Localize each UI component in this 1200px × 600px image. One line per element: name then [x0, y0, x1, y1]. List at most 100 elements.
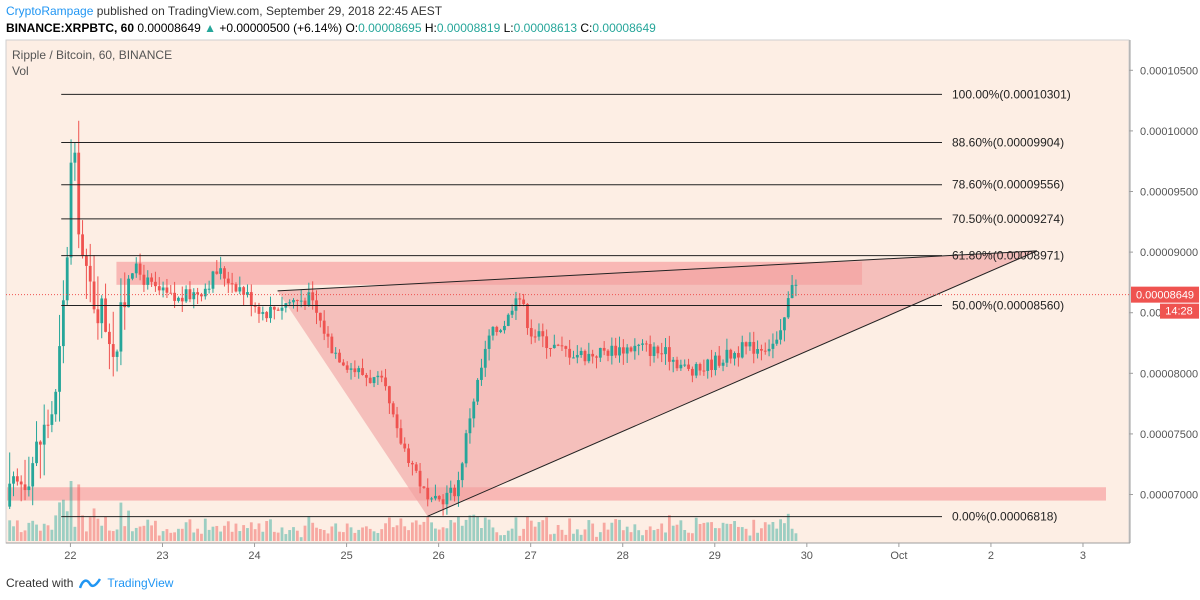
- candle[interactable]: [721, 362, 725, 366]
- candle[interactable]: [307, 292, 311, 306]
- candle[interactable]: [560, 345, 564, 347]
- candle[interactable]: [207, 288, 211, 290]
- candle[interactable]: [249, 292, 253, 306]
- candle[interactable]: [621, 347, 625, 354]
- candle[interactable]: [288, 302, 292, 304]
- candle[interactable]: [257, 306, 261, 314]
- candle[interactable]: [748, 341, 752, 347]
- candle[interactable]: [410, 463, 414, 465]
- candle[interactable]: [58, 346, 61, 392]
- candle[interactable]: [702, 370, 706, 372]
- candle[interactable]: [31, 463, 35, 487]
- candle[interactable]: [549, 348, 552, 350]
- candle[interactable]: [391, 403, 395, 415]
- candle[interactable]: [330, 336, 334, 354]
- candle[interactable]: [200, 294, 203, 297]
- candle[interactable]: [664, 347, 667, 355]
- candle[interactable]: [341, 362, 345, 366]
- candle[interactable]: [491, 326, 495, 336]
- candle[interactable]: [760, 349, 763, 351]
- candle[interactable]: [69, 162, 73, 258]
- candle[interactable]: [180, 297, 184, 302]
- candle[interactable]: [464, 433, 468, 464]
- candle[interactable]: [299, 300, 303, 302]
- candle[interactable]: [269, 306, 272, 319]
- candle[interactable]: [445, 492, 449, 505]
- candle[interactable]: [322, 320, 326, 334]
- candle[interactable]: [472, 401, 476, 419]
- candle[interactable]: [499, 330, 503, 333]
- candle[interactable]: [119, 302, 123, 352]
- candle[interactable]: [8, 483, 12, 507]
- candle[interactable]: [38, 441, 42, 445]
- candle[interactable]: [81, 234, 84, 256]
- candle[interactable]: [349, 368, 353, 370]
- candle[interactable]: [660, 353, 664, 355]
- candle[interactable]: [614, 345, 618, 356]
- candle[interactable]: [583, 350, 587, 362]
- candle[interactable]: [483, 348, 487, 368]
- candle[interactable]: [457, 480, 460, 497]
- candle[interactable]: [476, 379, 479, 402]
- candle[interactable]: [372, 377, 376, 384]
- candle[interactable]: [326, 333, 330, 337]
- candle[interactable]: [771, 343, 775, 349]
- candle[interactable]: [265, 312, 269, 319]
- candle[interactable]: [150, 277, 153, 282]
- candle[interactable]: [230, 283, 234, 285]
- candle[interactable]: [238, 287, 242, 292]
- candle[interactable]: [763, 350, 767, 352]
- candle[interactable]: [215, 271, 219, 274]
- candle[interactable]: [73, 152, 77, 163]
- candle[interactable]: [192, 292, 196, 300]
- candle[interactable]: [384, 377, 387, 387]
- candle[interactable]: [414, 464, 418, 471]
- candle[interactable]: [679, 364, 683, 369]
- candle[interactable]: [752, 341, 756, 354]
- candle[interactable]: [108, 331, 111, 345]
- tradingview-link[interactable]: TradingView: [107, 576, 174, 590]
- candle[interactable]: [656, 346, 660, 354]
- candle[interactable]: [744, 342, 748, 347]
- candle[interactable]: [345, 365, 349, 370]
- candle[interactable]: [23, 484, 27, 491]
- candle[interactable]: [756, 349, 759, 354]
- candle[interactable]: [598, 347, 602, 358]
- candle[interactable]: [522, 299, 526, 304]
- candle[interactable]: [223, 268, 226, 279]
- candle[interactable]: [395, 414, 399, 429]
- candle[interactable]: [729, 349, 733, 359]
- candle[interactable]: [514, 298, 518, 311]
- candle[interactable]: [786, 298, 790, 318]
- candle[interactable]: [422, 486, 426, 488]
- candle[interactable]: [710, 359, 713, 371]
- candle[interactable]: [652, 346, 656, 356]
- candle[interactable]: [575, 354, 579, 358]
- candle[interactable]: [315, 300, 318, 313]
- candle[interactable]: [733, 352, 736, 359]
- candle[interactable]: [77, 152, 81, 235]
- candle[interactable]: [157, 286, 161, 291]
- candle[interactable]: [687, 364, 690, 369]
- candle[interactable]: [625, 347, 629, 354]
- candle[interactable]: [675, 359, 679, 369]
- candle[interactable]: [184, 289, 188, 302]
- candle[interactable]: [783, 317, 786, 331]
- candle[interactable]: [453, 487, 456, 497]
- candle[interactable]: [606, 350, 610, 356]
- candle[interactable]: [246, 292, 249, 295]
- candle[interactable]: [88, 265, 92, 282]
- candle[interactable]: [380, 375, 384, 378]
- candle[interactable]: [19, 481, 23, 485]
- candle[interactable]: [779, 330, 782, 340]
- candle[interactable]: [211, 271, 215, 289]
- candle[interactable]: [541, 331, 545, 337]
- candle[interactable]: [61, 300, 65, 347]
- candle[interactable]: [399, 428, 403, 444]
- candle[interactable]: [683, 364, 687, 366]
- candle[interactable]: [633, 345, 637, 352]
- candle[interactable]: [203, 288, 207, 297]
- candle[interactable]: [387, 386, 391, 404]
- candle[interactable]: [46, 424, 50, 426]
- candle[interactable]: [376, 375, 380, 378]
